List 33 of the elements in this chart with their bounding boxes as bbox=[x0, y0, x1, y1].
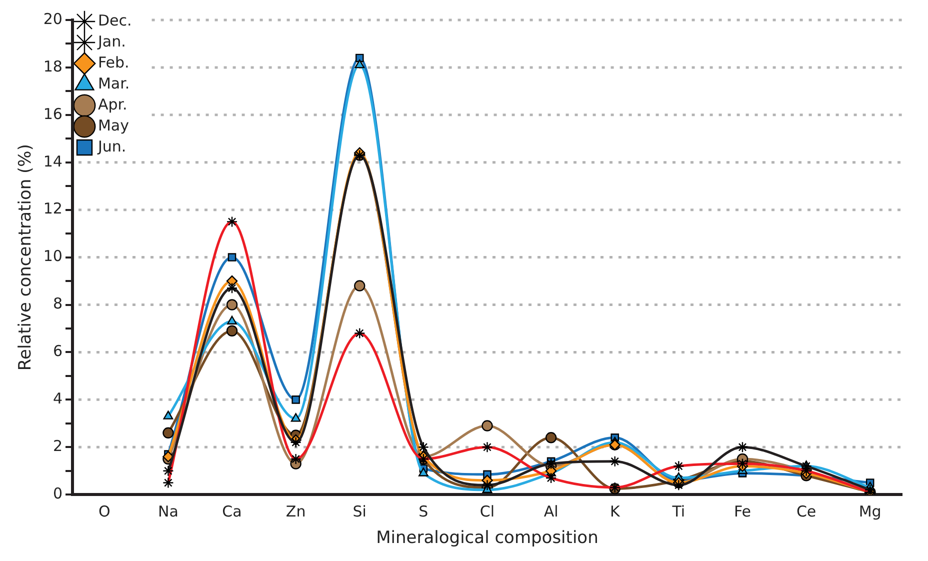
legend-label: Dec. bbox=[98, 11, 132, 30]
x-tick-label: Na bbox=[158, 502, 178, 520]
y-tick-label: 2 bbox=[52, 437, 62, 456]
x-tick-label: Mg bbox=[858, 502, 882, 520]
x-tick-label: Ce bbox=[796, 502, 816, 520]
legend-label: Mar. bbox=[98, 74, 130, 92]
y-tick-label: 14 bbox=[43, 152, 62, 170]
y-tick-label: 8 bbox=[52, 294, 62, 313]
y-tick-label: 0 bbox=[52, 484, 62, 502]
y-axis-title: Relative concentration (%) bbox=[16, 144, 36, 371]
x-axis-title: Mineralogical composition bbox=[376, 528, 598, 548]
x-tick-label: O bbox=[98, 502, 110, 520]
x-tick-label: Fe bbox=[734, 502, 751, 520]
y-tick-label: 18 bbox=[43, 57, 62, 76]
y-tick-label: 12 bbox=[43, 200, 62, 218]
legend-label: May bbox=[98, 116, 130, 134]
y-tick-label: 20 bbox=[43, 10, 62, 28]
y-tick-label: 6 bbox=[52, 342, 62, 360]
legend-label: Jun. bbox=[96, 137, 126, 156]
x-tick-label: S bbox=[418, 502, 428, 520]
x-tick-label: Ca bbox=[222, 502, 242, 520]
x-tick-label: Ti bbox=[671, 502, 686, 520]
y-tick-label: 16 bbox=[43, 104, 62, 123]
x-tick-label: Al bbox=[544, 502, 558, 520]
x-tick-label: K bbox=[610, 502, 621, 520]
x-tick-label: Cl bbox=[480, 502, 495, 520]
x-tick-label: Si bbox=[352, 502, 366, 520]
y-tick-label: 4 bbox=[52, 390, 62, 408]
y-tick-label: 10 bbox=[43, 247, 62, 266]
legend-label: Apr. bbox=[98, 95, 128, 114]
x-tick-label: Zn bbox=[286, 502, 306, 520]
legend-label: Jan. bbox=[96, 32, 126, 50]
legend-label: Feb. bbox=[98, 53, 130, 72]
